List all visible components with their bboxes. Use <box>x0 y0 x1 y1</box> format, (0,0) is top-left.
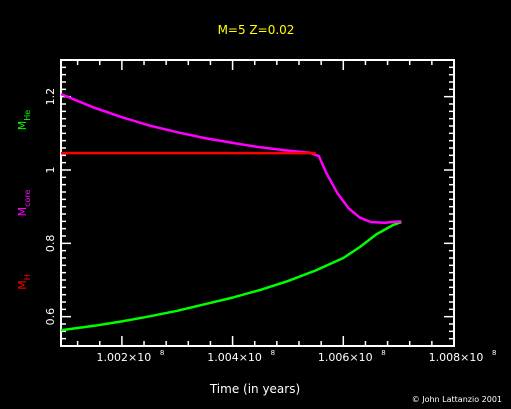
x-tick-exponent: 8 <box>492 349 496 357</box>
legend-entry-he: MHe <box>16 110 32 131</box>
legend-subscript: He <box>23 110 32 121</box>
y-tick-label: 0.6 <box>44 308 57 326</box>
legend-name: M <box>16 207 29 217</box>
x-tick-label: 1.008×10 <box>429 351 484 364</box>
legend-entry-core: Mcore <box>16 190 32 217</box>
chart-title: M=5 Z=0.02 <box>218 23 295 37</box>
x-axis-label: Time (in years) <box>209 382 300 396</box>
y-tick-label: 1.2 <box>44 88 57 106</box>
x-axis: 1.002×10 8 1.004×10 8 1.006×10 8 1.008×10 8 <box>76 60 496 364</box>
x-tick-label: 1.006×10 <box>318 351 373 364</box>
legend-subscript: H <box>23 274 32 280</box>
x-tick-label: 1.004×10 <box>207 351 262 364</box>
x-tick-exponent: 8 <box>271 349 275 357</box>
series-lines <box>60 92 402 332</box>
plot-border <box>60 59 455 347</box>
legend-name: M <box>16 121 29 131</box>
legend-subscript: core <box>23 190 32 207</box>
y-tick-label: 1 <box>44 167 57 174</box>
legend-name: M <box>16 280 29 290</box>
legend-entry-h: MH <box>16 274 32 290</box>
y-axis: 0.6 0.8 1 1.2 <box>44 59 454 347</box>
x-tick-exponent: 8 <box>160 349 164 357</box>
credit-text: © John Lattanzio 2001 <box>412 395 502 404</box>
x-tick-exponent: 8 <box>381 349 385 357</box>
plot-frame <box>60 59 455 347</box>
y-tick-label: 0.8 <box>44 235 57 253</box>
series-line-core <box>60 92 402 225</box>
x-tick-label: 1.002×10 <box>97 351 152 364</box>
series-line-he <box>60 220 402 332</box>
